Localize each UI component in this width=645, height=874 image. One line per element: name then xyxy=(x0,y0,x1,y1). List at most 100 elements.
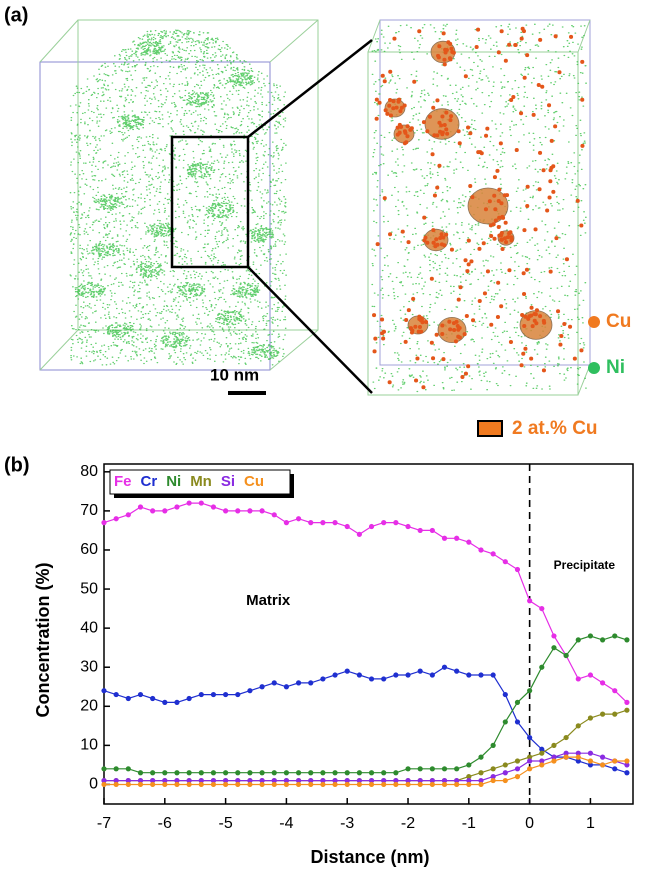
data-point xyxy=(381,777,387,784)
data-point xyxy=(381,676,387,682)
data-point xyxy=(466,774,472,780)
data-point xyxy=(174,504,180,510)
data-point xyxy=(454,777,460,784)
data-point xyxy=(283,520,290,526)
data-point xyxy=(162,770,168,776)
data-point xyxy=(575,637,581,643)
data-point xyxy=(393,781,399,788)
data-point xyxy=(368,676,375,682)
x-tick-label: -3 xyxy=(340,815,354,832)
data-point xyxy=(624,699,630,705)
data-point xyxy=(575,758,581,764)
data-point xyxy=(198,500,204,506)
data-point xyxy=(454,766,460,772)
box-edge xyxy=(39,329,79,371)
data-point xyxy=(466,762,472,768)
data-point xyxy=(198,781,204,788)
data-point xyxy=(478,777,484,784)
data-point xyxy=(417,777,423,784)
data-point xyxy=(478,781,484,788)
y-tick-label: 40 xyxy=(80,619,98,636)
data-point xyxy=(344,777,350,784)
data-point xyxy=(490,551,496,557)
data-point xyxy=(514,758,521,764)
data-point xyxy=(113,691,119,698)
data-point xyxy=(527,688,533,694)
data-point xyxy=(356,672,362,678)
data-point xyxy=(186,500,192,506)
data-point xyxy=(320,520,326,526)
legend-label: Mn xyxy=(190,473,212,490)
data-point xyxy=(551,742,557,748)
data-point xyxy=(441,781,448,788)
data-point xyxy=(308,520,314,526)
data-point xyxy=(575,754,581,760)
data-point xyxy=(599,762,606,768)
data-point xyxy=(332,777,338,784)
data-point xyxy=(405,672,411,678)
plot-frame xyxy=(103,463,634,805)
data-point xyxy=(101,781,107,788)
data-point xyxy=(162,699,168,705)
data-point xyxy=(223,508,229,514)
data-point xyxy=(344,668,350,674)
panel-a: (a) 10 nm Cu Ni 2 at.% Cu xyxy=(4,4,631,439)
data-point xyxy=(320,770,326,776)
data-point xyxy=(308,781,314,788)
data-point xyxy=(186,781,192,788)
data-point xyxy=(113,777,119,784)
annotation: Matrix xyxy=(246,592,291,609)
data-point xyxy=(235,777,241,784)
data-point xyxy=(514,566,521,573)
data-point xyxy=(612,766,618,772)
data-point xyxy=(259,508,265,514)
data-point xyxy=(466,539,472,545)
legend-label: Fe xyxy=(114,473,132,490)
data-point xyxy=(137,691,144,698)
y-tick-label: 10 xyxy=(80,737,98,754)
data-point xyxy=(417,766,423,772)
data-point xyxy=(210,691,217,698)
y-tick-label: 20 xyxy=(80,698,98,715)
data-point xyxy=(502,777,508,784)
data-point xyxy=(223,777,229,784)
data-point xyxy=(466,672,472,678)
data-point xyxy=(247,781,253,788)
data-point xyxy=(441,777,448,784)
data-point xyxy=(259,781,265,788)
legend-label: Ni xyxy=(166,473,181,490)
data-point xyxy=(283,770,290,776)
data-point xyxy=(125,695,131,702)
data-point xyxy=(223,781,229,788)
data-point xyxy=(612,688,618,694)
data-point xyxy=(539,605,545,612)
box-edge xyxy=(39,19,79,63)
data-point xyxy=(210,777,217,784)
data-point xyxy=(466,781,472,788)
data-point xyxy=(283,777,290,784)
data-point xyxy=(223,691,229,698)
data-point xyxy=(368,770,375,776)
data-point xyxy=(235,770,241,776)
data-point xyxy=(502,691,508,698)
data-point xyxy=(125,777,131,784)
data-point xyxy=(563,652,569,659)
data-point xyxy=(417,781,423,788)
data-point xyxy=(478,672,484,678)
data-point xyxy=(162,781,168,788)
data-point xyxy=(150,508,156,514)
data-point xyxy=(125,512,131,518)
data-point xyxy=(599,754,606,760)
zoom-region xyxy=(170,135,250,269)
data-point xyxy=(454,535,460,541)
data-point xyxy=(575,676,581,682)
data-point xyxy=(198,691,204,698)
data-point xyxy=(563,734,569,741)
y-tick-label: 80 xyxy=(80,463,98,480)
data-point xyxy=(624,707,630,713)
data-point xyxy=(539,750,545,756)
zoom-line xyxy=(247,39,373,138)
data-point xyxy=(368,777,375,784)
data-point xyxy=(587,672,594,678)
legend-label: Cr xyxy=(141,473,158,490)
